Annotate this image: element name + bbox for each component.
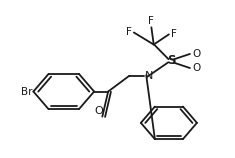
Text: O: O (192, 49, 200, 59)
Text: O: O (94, 106, 103, 116)
Text: O: O (192, 63, 200, 73)
Text: S: S (167, 55, 176, 67)
Text: N: N (145, 71, 153, 81)
Text: F: F (149, 16, 154, 26)
Text: Br: Br (21, 87, 32, 97)
Text: F: F (126, 27, 132, 37)
Text: F: F (171, 29, 177, 39)
